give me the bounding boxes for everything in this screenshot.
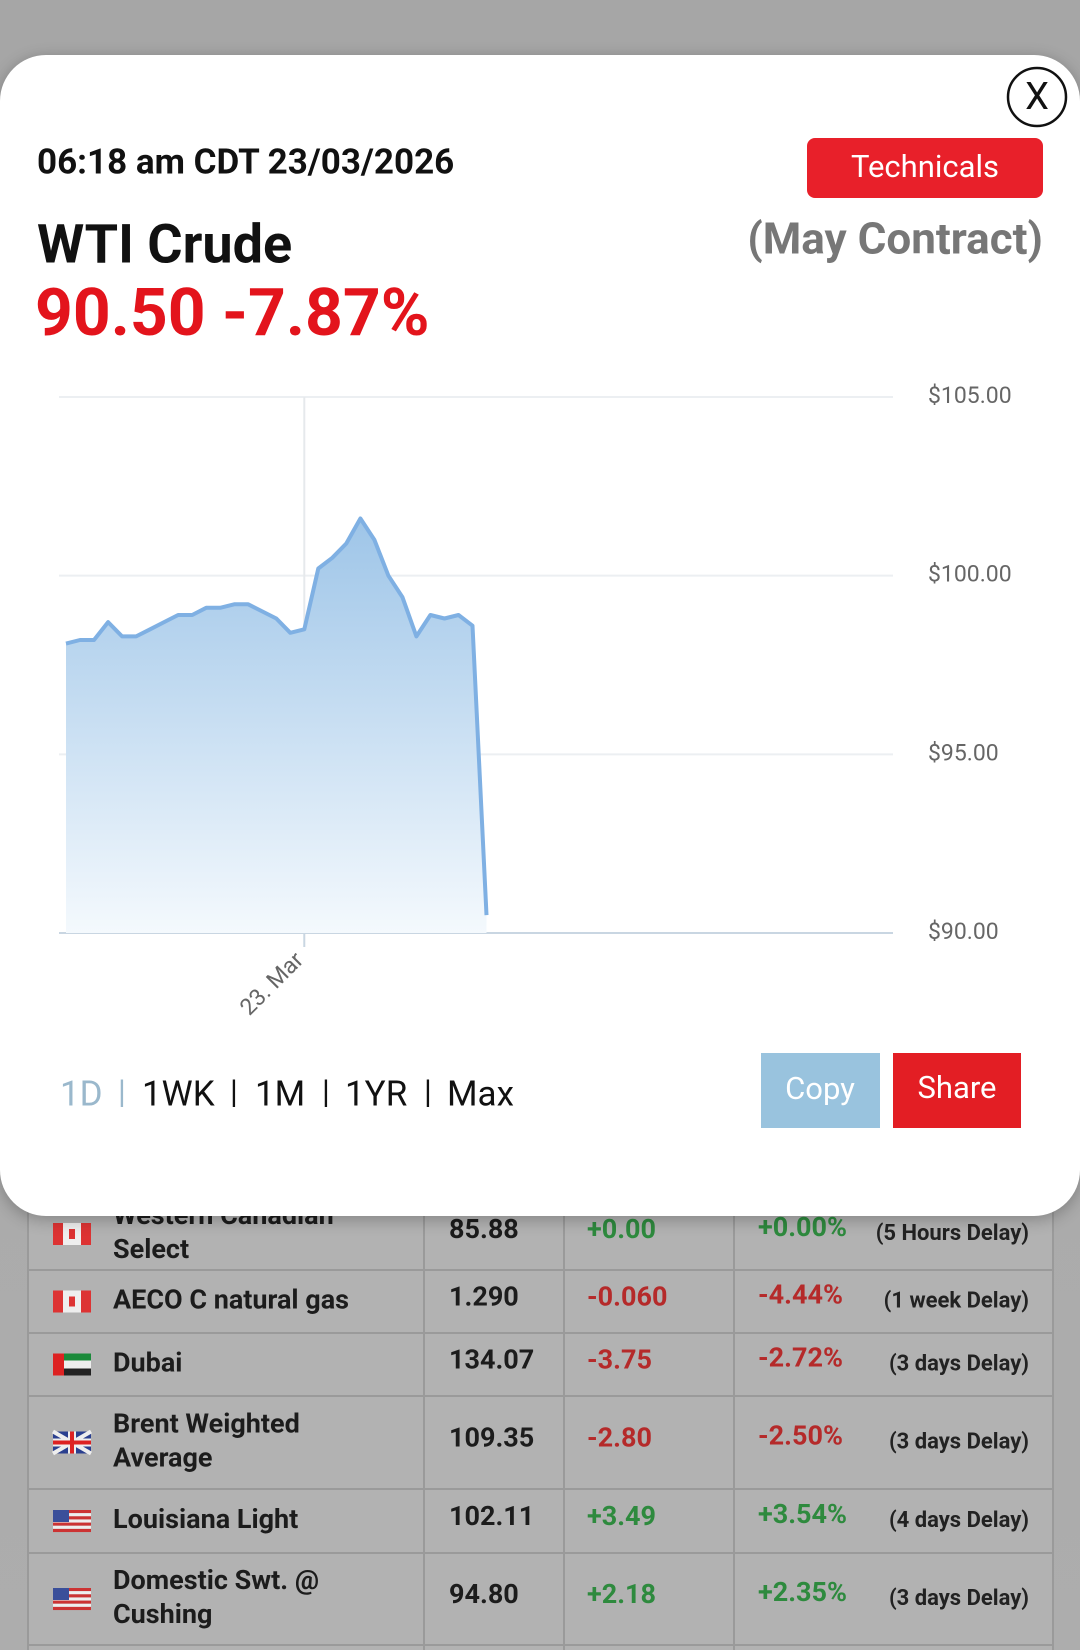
- row-name: Louisiana Light: [113, 1503, 298, 1535]
- row-delay: (5 Hours Delay): [876, 1221, 1029, 1246]
- copy-button[interactable]: [761, 1053, 880, 1128]
- range-separator: |: [322, 1072, 330, 1110]
- flag: [53, 1353, 64, 1376]
- range-separator: |: [118, 1072, 126, 1110]
- price-line: 90.50 -7.87%: [35, 275, 430, 352]
- flag: [53, 1606, 91, 1611]
- contract: (May Contract): [747, 213, 1043, 265]
- flag: [53, 1591, 91, 1595]
- y-tick-label: $100.00: [928, 561, 1012, 588]
- row-change: +3.49: [587, 1500, 656, 1532]
- row-name: AECO C natural gas: [113, 1284, 349, 1316]
- share-button[interactable]: [893, 1053, 1021, 1128]
- range-separator: |: [424, 1072, 432, 1110]
- row-delay: (4 days Delay): [889, 1508, 1029, 1533]
- row-change: -0.060: [587, 1281, 667, 1313]
- flag: [53, 1510, 91, 1514]
- y-tick-label: $105.00: [928, 382, 1012, 409]
- row-name: Brent Weighted: [113, 1408, 300, 1440]
- row-name: Select: [113, 1233, 189, 1265]
- close-label[interactable]: X: [1025, 75, 1049, 119]
- row-pct: -2.72%: [758, 1342, 843, 1374]
- range-selector: 1D 1WK 1M 1YR Max | | | |: [60, 1072, 514, 1114]
- close-button[interactable]: X: [1006, 66, 1068, 128]
- row-pct: -2.50%: [758, 1420, 843, 1452]
- flag: [70, 1431, 74, 1454]
- row-price: 102.11: [449, 1500, 534, 1532]
- row-pct: -4.44%: [758, 1279, 843, 1311]
- y-tick-label: $95.00: [928, 739, 999, 766]
- row-name: Average: [113, 1442, 212, 1474]
- flag: [53, 1588, 91, 1592]
- row-change: -3.75: [587, 1344, 652, 1376]
- table-row: Domestic Swt. @Cushing 94.80 +2.18 +2.35% (3…: [28, 1564, 1053, 1646]
- flag: [69, 1229, 75, 1239]
- range-option[interactable]: 1D: [60, 1073, 103, 1114]
- area: [66, 518, 487, 933]
- y-tick-label: $90.00: [928, 918, 999, 945]
- range-option[interactable]: 1YR: [345, 1073, 407, 1114]
- range-option[interactable]: 1M: [255, 1073, 305, 1114]
- range-separator: |: [230, 1072, 238, 1110]
- flag: [53, 1528, 91, 1533]
- flag: [53, 1522, 91, 1526]
- flag: [53, 1597, 91, 1601]
- row-price: 109.35: [449, 1422, 534, 1454]
- line: [65, 516, 489, 916]
- row-price: 134.07: [449, 1344, 534, 1376]
- flag: [69, 1296, 75, 1307]
- row-price: 94.80: [449, 1578, 519, 1610]
- change: -7.87%: [222, 275, 430, 352]
- price: 90.50: [35, 275, 206, 352]
- flag: [53, 1594, 91, 1598]
- row-price: 1.290: [449, 1281, 519, 1313]
- flag: [53, 1516, 91, 1520]
- close-circle[interactable]: [1006, 66, 1068, 128]
- range-option[interactable]: Max: [447, 1073, 514, 1114]
- flag: [53, 1519, 91, 1523]
- row-change: +2.18: [587, 1578, 656, 1610]
- range-option[interactable]: 1WK: [142, 1073, 215, 1114]
- flag: [53, 1510, 69, 1522]
- flag: [53, 1603, 91, 1607]
- technicals-label[interactable]: Technicals: [851, 148, 999, 185]
- technicals-button[interactable]: [807, 138, 1043, 198]
- row-name: Dubai: [113, 1347, 182, 1379]
- copy-label[interactable]: Copy: [785, 1070, 855, 1107]
- row-change: -2.80: [587, 1422, 652, 1454]
- row-pct: +3.54%: [758, 1498, 847, 1530]
- table-frame: [28, 1190, 1053, 1650]
- table-row: AECO C natural gas 1.290 -0.060 -4.44% (1 we…: [28, 1279, 1053, 1334]
- row-delay: (3 days Delay): [889, 1429, 1029, 1454]
- row-name: Domestic Swt. @: [113, 1564, 319, 1596]
- row-delay: (3 days Delay): [889, 1586, 1029, 1611]
- table-row: Dubai 134.07 -3.75 -2.72% (3 days Delay): [28, 1342, 1053, 1397]
- row-name: Cushing: [113, 1598, 212, 1630]
- flag: [53, 1600, 91, 1604]
- flag: [53, 1368, 91, 1376]
- row-pct: +2.35%: [758, 1576, 847, 1608]
- share-label[interactable]: Share: [918, 1069, 997, 1106]
- timestamp: 06:18 am CDT 23/03/2026: [37, 141, 454, 182]
- table-row: Louisiana Light 102.11 +3.49 +3.54% (4 days …: [28, 1498, 1053, 1554]
- flag: [53, 1525, 91, 1529]
- row-delay: (3 days Delay): [889, 1351, 1029, 1376]
- flag: [53, 1353, 91, 1361]
- price-table: Western CanadianSelect85.88+0.00+0.00%(5…: [27, 1190, 1054, 1650]
- row-delay: (1 week Delay): [884, 1288, 1029, 1313]
- instrument-name: WTI Crude: [37, 213, 292, 276]
- flag: [53, 1588, 69, 1600]
- flag: [53, 1513, 91, 1517]
